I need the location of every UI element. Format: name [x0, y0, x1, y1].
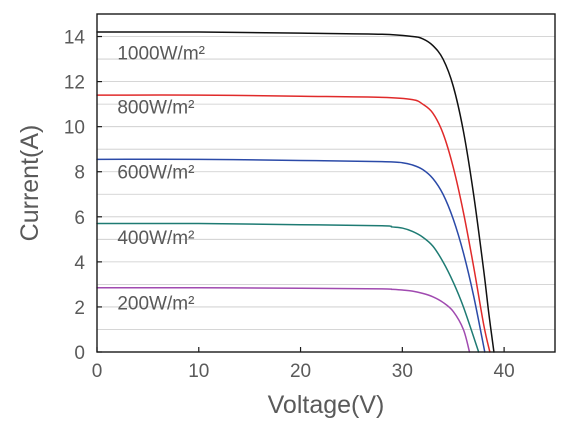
axis-ticks: [96, 35, 505, 353]
x-tick-label: 40: [494, 361, 515, 382]
y-tick-label: 12: [64, 73, 85, 94]
y-tick-labels: 0 2 4 6 8 10 12 14: [64, 28, 86, 364]
x-axis-title: Voltage(V): [268, 391, 385, 419]
y-tick-label: 0: [74, 343, 85, 364]
series-label-2: 600W/m²: [117, 163, 194, 184]
series-curves: [96, 31, 495, 353]
y-axis-title: Current(A): [16, 125, 44, 242]
y-tick-label: 6: [74, 208, 85, 229]
x-tick-label: 30: [392, 361, 413, 382]
y-tick-label: 2: [74, 298, 85, 319]
x-tick-labels: 0 10 20 30 40: [92, 361, 515, 382]
x-tick-label: 0: [92, 361, 103, 382]
series-annotations: 1000W/m² 800W/m² 600W/m² 400W/m² 200W/m²: [117, 43, 205, 314]
series-line-2: [96, 158, 486, 353]
x-tick-label: 10: [188, 361, 209, 382]
series-line-3: [96, 222, 480, 353]
series-label-0: 1000W/m²: [117, 43, 205, 64]
series-line-0: [96, 31, 495, 353]
series-label-1: 800W/m²: [117, 97, 194, 118]
y-tick-label: 8: [74, 163, 85, 184]
series-line-1: [96, 94, 491, 353]
grid-lines: [97, 36, 555, 330]
series-label-3: 400W/m²: [117, 228, 194, 249]
series-line-4: [96, 286, 471, 353]
x-tick-label: 20: [290, 361, 311, 382]
y-tick-label: 4: [74, 253, 85, 274]
plot-frame: [96, 13, 556, 353]
series-label-4: 200W/m²: [117, 293, 194, 314]
y-tick-label: 10: [64, 118, 85, 139]
y-tick-label: 14: [64, 28, 86, 49]
